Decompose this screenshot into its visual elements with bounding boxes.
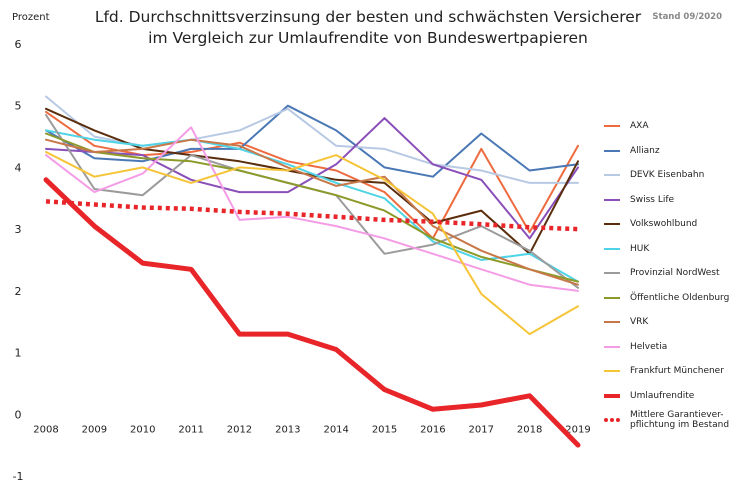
- y-tick-label: 2: [15, 285, 22, 298]
- legend-swatch: [604, 345, 620, 348]
- legend-label: Volkswohlbund: [630, 219, 698, 229]
- legend-swatch: [604, 247, 620, 250]
- legend-item: AXA: [604, 116, 648, 136]
- y-tick-label: 0: [15, 408, 22, 421]
- legend-item: Provinzial NordWest: [604, 263, 720, 283]
- legend-swatch: [604, 296, 620, 299]
- legend-swatch: [604, 174, 620, 176]
- series-line-volkswohlbund: [45, 107, 579, 255]
- x-tick-label: 2010: [130, 424, 155, 435]
- legend-label: Helvetia: [630, 341, 668, 352]
- x-tick-label: 2013: [275, 424, 300, 435]
- y-axis-unit-label: Prozent: [12, 12, 50, 23]
- legend-label: Allianz: [630, 145, 660, 156]
- series-line-öffentliche-oldenburg: [45, 132, 579, 283]
- y-tick-label: 1: [15, 347, 22, 360]
- x-tick-label: 2017: [469, 424, 494, 435]
- chart-title: Lfd. Durchschnittsverzinsung der besten …: [0, 7, 736, 49]
- legend-label: Öffentliche Oldenburg: [630, 292, 730, 303]
- legend-swatch: [604, 418, 620, 422]
- x-tick-label: 2014: [323, 424, 348, 435]
- legend-swatch: [604, 272, 620, 274]
- x-tick-label: 2011: [178, 424, 203, 435]
- legend-label: Provinzial NordWest: [630, 268, 720, 278]
- legend-item: Mittlere Garantiever- pflichtung im Best…: [604, 410, 729, 430]
- y-tick-label: 4: [15, 161, 22, 174]
- legend-item: Volkswohlbund: [604, 214, 697, 234]
- chart-title-line1: Lfd. Durchschnittsverzinsung der besten …: [94, 8, 642, 26]
- legend-label: Umlaufrendite: [630, 390, 695, 401]
- legend-label: DEVK Eisenbahn: [630, 170, 705, 180]
- legend-item: Swiss Life: [604, 190, 674, 210]
- legend-swatch: [604, 370, 620, 372]
- x-tick-label: 2019: [565, 424, 590, 435]
- legend-item: Allianz: [604, 141, 660, 161]
- x-tick-label: 2012: [227, 424, 252, 435]
- legend-item: DEVK Eisenbahn: [604, 165, 704, 185]
- chart-title-line2: im Vergleich zur Umlaufrendite von Bunde…: [148, 29, 588, 47]
- legend-label: AXA: [630, 121, 649, 131]
- series-line-vrk: [45, 138, 579, 286]
- legend-label: HUK: [630, 243, 650, 254]
- y-tick-label: 3: [15, 223, 22, 236]
- legend-item: Frankfurt Münchener: [604, 361, 724, 381]
- x-tick-label: 2018: [517, 424, 542, 435]
- legend-label: Mittlere Garantiever- pflichtung im Best…: [630, 410, 730, 430]
- legend-label: Frankfurt Münchener: [630, 366, 724, 376]
- legend-item: VRK: [604, 312, 648, 332]
- series-line-helvetia: [45, 126, 579, 292]
- legend-swatch: [604, 393, 620, 398]
- x-tick-label: 2016: [420, 424, 445, 435]
- legend-item: Helvetia: [604, 337, 667, 357]
- y-tick-label: -1: [13, 470, 24, 483]
- series-line-frankfurt-münchener: [45, 151, 579, 336]
- series-line-allianz: [45, 104, 579, 178]
- x-tick-label: 2015: [372, 424, 397, 435]
- legend-swatch: [604, 198, 620, 201]
- legend-item: HUK: [604, 239, 649, 259]
- legend-swatch: [604, 125, 620, 127]
- x-tick-label: 2009: [82, 424, 107, 435]
- legend-swatch: [604, 223, 620, 225]
- x-tick-label: 2008: [33, 424, 58, 435]
- legend-item: Öffentliche Oldenburg: [604, 288, 729, 308]
- series-line-mittlere-garantiever-pflichtung-im-bestand: [45, 199, 579, 232]
- legend-swatch: [604, 321, 620, 323]
- legend-swatch: [604, 149, 620, 152]
- legend-label: Swiss Life: [630, 194, 675, 205]
- series-line-umlaufrendite: [43, 177, 581, 448]
- legend-item: Umlaufrendite: [604, 386, 694, 406]
- y-tick-label: 6: [15, 38, 22, 51]
- series-line-swiss-life: [45, 117, 579, 240]
- y-tick-label: 5: [15, 100, 22, 113]
- legend-label: VRK: [630, 317, 649, 327]
- stand-date-label: Stand 09/2020: [652, 12, 722, 22]
- series-line-axa: [45, 110, 579, 240]
